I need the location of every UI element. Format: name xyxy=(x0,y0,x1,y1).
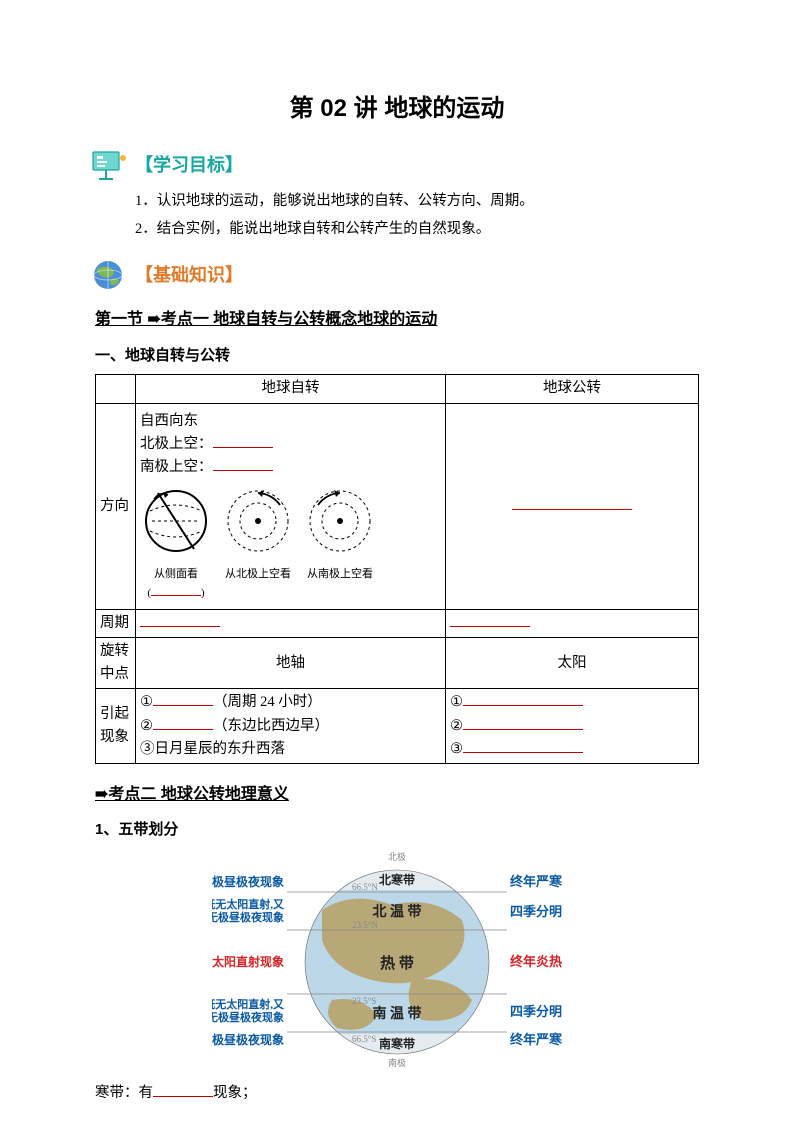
phen-rot-1-suffix: （周期 24 小时） xyxy=(213,694,322,710)
cell-revolution-period xyxy=(446,609,699,637)
blank-rev-period[interactable] xyxy=(450,612,530,627)
band-s-temp: 南 温 带 xyxy=(373,1005,422,1022)
fill-prefix: 寒带：有 xyxy=(95,1085,153,1101)
diagram-south-caption: 从南极上空看 xyxy=(304,566,376,584)
right-temp-n: 四季分明 xyxy=(510,904,562,919)
basics-label: 【基础知识】 xyxy=(135,261,243,290)
left-tropic: 有太阳直射现象 xyxy=(212,954,284,969)
row-phenomena-label: 引起现象 xyxy=(96,689,136,764)
cell-rotation-direction: 自西向东 北极上空： 南极上空： 从侧面看 () xyxy=(136,403,446,609)
goals-label: 【学习目标】 xyxy=(135,151,243,180)
goals-icon xyxy=(91,148,131,182)
goals-list: 1．认识地球的运动，能够说出地球的自转、公转方向、周期。 2．结合实例，能说出地… xyxy=(135,190,699,240)
num-1b: ① xyxy=(450,694,463,710)
blank-side-caption[interactable] xyxy=(151,585,201,596)
lat-s665: 66.5°S xyxy=(352,1034,376,1044)
dir-south-prefix: 南极上空： xyxy=(140,459,213,475)
col-rotation: 地球自转 xyxy=(136,375,446,403)
blank-rev-phen1[interactable] xyxy=(463,692,583,707)
blank-rot-phen2[interactable] xyxy=(153,715,213,730)
blank-rot-period[interactable] xyxy=(140,612,220,627)
band-n-temp: 北 温 带 xyxy=(373,904,422,920)
row-center-label: 旋转中点 xyxy=(96,638,136,689)
left-polar-n: 有极昼极夜现象 xyxy=(212,874,284,889)
comparison-table: 地球自转 地球公转 方向 自西向东 北极上空： 南极上空： xyxy=(95,374,699,764)
blank-rev-phen2[interactable] xyxy=(463,715,583,730)
cell-rotation-phenomena: ① （周期 24 小时） ② （东边比西边早） ③日月星辰的东升西落 xyxy=(136,689,446,764)
dir-north-prefix: 北极上空： xyxy=(140,436,213,452)
blank-rev-phen3[interactable] xyxy=(463,738,583,753)
band-s-frigid: 南寒带 xyxy=(379,1036,415,1051)
right-polar-n: 终年严寒 xyxy=(510,874,563,889)
blank-frigid-phenomenon[interactable] xyxy=(153,1096,213,1097)
goal-item: 2．结合实例，能说出地球自转和公转产生的自然现象。 xyxy=(135,218,699,241)
blank-rot-phen1[interactable] xyxy=(153,692,213,707)
goals-header: 【学习目标】 xyxy=(91,148,699,182)
basics-header: 【基础知识】 xyxy=(91,259,699,293)
section1-header: 第一节 ➠考点一 地球自转与公转概念地球的运动 xyxy=(95,307,699,333)
blank-rev-direction[interactable] xyxy=(512,495,632,510)
diagram-north: 从北极上空看 xyxy=(222,485,294,603)
right-temp-s: 四季分明 xyxy=(510,1004,562,1019)
num-2: ② xyxy=(140,718,153,734)
blank-north[interactable] xyxy=(213,433,273,448)
band-tropic: 热 带 xyxy=(380,954,414,972)
cell-revolution-phenomena: ① ② ③ xyxy=(446,689,699,764)
zone-header: 1、五带划分 xyxy=(95,818,699,842)
page-title: 第 02 讲 地球的运动 xyxy=(95,90,699,128)
cell-revolution-direction xyxy=(446,403,699,609)
blank-south[interactable] xyxy=(213,456,273,471)
rotation-diagrams: 从侧面看 () 从北极上空看 xyxy=(140,485,441,603)
right-tropic: 终年炎热 xyxy=(510,954,562,969)
num-3b: ③ xyxy=(450,741,463,757)
diagram-south: 从南极上空看 xyxy=(304,485,376,603)
right-polar-s: 终年严寒 xyxy=(510,1032,563,1047)
row-period-label: 周期 xyxy=(96,609,136,637)
sub1-header: 一、地球自转与公转 xyxy=(95,344,699,368)
phen-rot-3: ③日月星辰的东升西落 xyxy=(140,738,441,761)
zone-diagram: 北极 南极 66.5°N 23.5°N 23.5°S 66.5°S 北寒带 北 … xyxy=(95,850,699,1076)
dir-line-1: 自西向东 xyxy=(140,410,441,433)
num-1: ① xyxy=(140,694,153,710)
point2-header: ➠考点二 地球公转地理意义 xyxy=(95,782,699,808)
fill-sentence: 寒带：有 现象； xyxy=(95,1082,699,1105)
left-temp-s2: 无极昼极夜现象 xyxy=(212,1010,284,1024)
left-temp-n: 既无太阳直射,又 xyxy=(212,897,285,911)
left-temp-s: 既无太阳直射,又 xyxy=(212,997,285,1011)
lat-n665: 66.5°N xyxy=(352,882,378,892)
left-polar-s: 有极昼极夜现象 xyxy=(212,1032,284,1047)
goal-item: 1．认识地球的运动，能够说出地球的自转、公转方向、周期。 xyxy=(135,190,699,213)
diagram-side: 从侧面看 () xyxy=(140,485,212,603)
lat-s235: 23.5°S xyxy=(352,996,376,1006)
north-pole-label: 北极 xyxy=(388,851,406,862)
lat-n235: 23.5°N xyxy=(352,920,378,930)
globe-icon xyxy=(91,259,131,293)
cell-rotation-center: 地轴 xyxy=(136,638,446,689)
fill-suffix: 现象； xyxy=(213,1085,257,1101)
num-2b: ② xyxy=(450,718,463,734)
band-n-frigid: 北寒带 xyxy=(379,872,415,887)
cell-revolution-center: 太阳 xyxy=(446,638,699,689)
diagram-north-caption: 从北极上空看 xyxy=(222,566,294,584)
cell-rotation-period xyxy=(136,609,446,637)
phen-rot-2-suffix: （东边比西边早） xyxy=(213,718,329,734)
left-temp-n2: 无极昼极夜现象 xyxy=(212,910,284,924)
south-pole-label: 南极 xyxy=(388,1057,406,1068)
diagram-side-caption: 从侧面看 xyxy=(140,566,212,584)
row-direction-label: 方向 xyxy=(96,403,136,609)
col-revolution: 地球公转 xyxy=(446,375,699,403)
